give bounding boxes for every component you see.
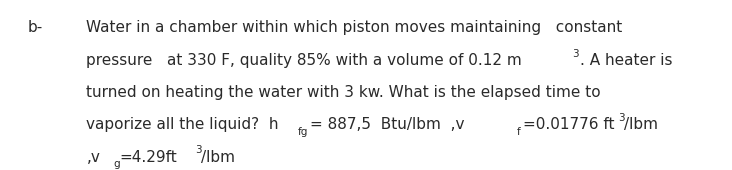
Text: 3: 3 (195, 146, 202, 155)
Text: . A heater is: . A heater is (580, 53, 673, 68)
Text: ,v: ,v (86, 150, 100, 165)
Text: g: g (113, 159, 120, 169)
Text: 3: 3 (572, 49, 579, 58)
Text: 3: 3 (619, 113, 625, 123)
Text: /lbm: /lbm (201, 150, 234, 165)
Text: vaporize all the liquid?  h: vaporize all the liquid? h (86, 117, 279, 132)
Text: b-: b- (28, 20, 43, 35)
Text: =4.29ft: =4.29ft (119, 150, 177, 165)
Text: Water in a chamber within which piston moves maintaining   constant: Water in a chamber within which piston m… (86, 20, 623, 35)
Text: =0.01776 ft: =0.01776 ft (523, 117, 615, 132)
Text: fg: fg (298, 127, 308, 137)
Text: turned on heating the water with 3 kw. What is the elapsed time to: turned on heating the water with 3 kw. W… (86, 85, 601, 100)
Text: = 887,5  Btu/lbm  ,v: = 887,5 Btu/lbm ,v (310, 117, 465, 132)
Text: /lbm: /lbm (624, 117, 657, 132)
Text: pressure   at 330 F, quality 85% with a volume of 0.12 m: pressure at 330 F, quality 85% with a vo… (86, 53, 522, 68)
Text: f: f (517, 127, 520, 137)
